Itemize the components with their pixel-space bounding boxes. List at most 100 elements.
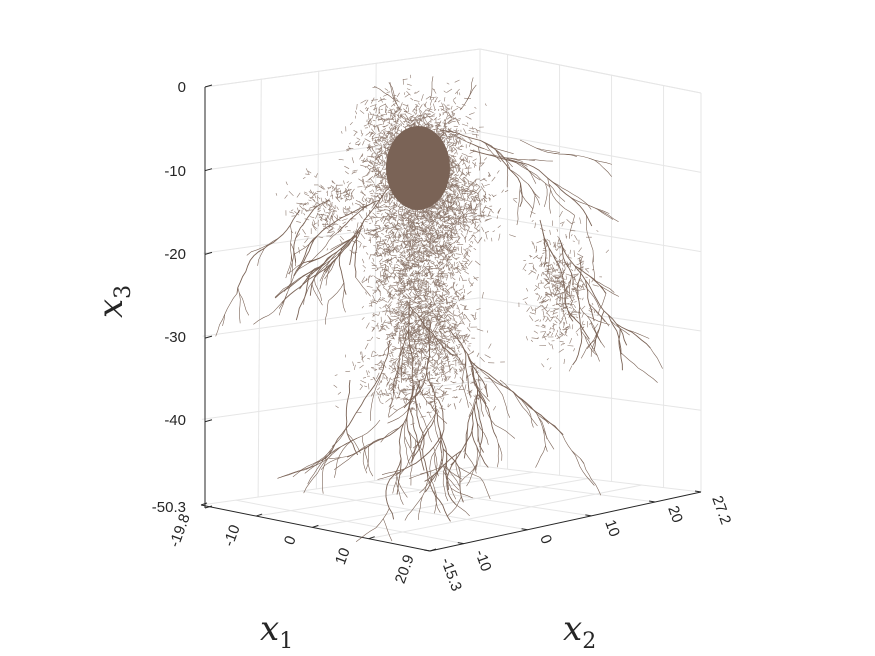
- root-branch: [413, 433, 423, 457]
- x1-axis-label: x1: [260, 609, 293, 654]
- x3-tick-mark: [204, 84, 213, 88]
- root-branch: [236, 209, 301, 294]
- root-branch: [593, 279, 615, 293]
- x1-tick-max: 20.9: [392, 553, 418, 586]
- root-branch: [463, 411, 474, 459]
- root-branch: [535, 445, 546, 468]
- root-branch: [401, 346, 404, 371]
- root-branch: [293, 199, 381, 277]
- root-branch: [347, 423, 404, 458]
- root-branch: [375, 508, 390, 529]
- root-branch: [418, 496, 423, 520]
- root-branch: [355, 527, 376, 543]
- root-branch: [477, 146, 481, 171]
- grid-line: [201, 380, 481, 420]
- root-branch: [319, 267, 330, 290]
- root-branch: [388, 403, 409, 418]
- root-branch: [512, 391, 538, 427]
- root-branch: [559, 239, 628, 346]
- root-branch: [346, 433, 361, 454]
- grid-line: [301, 490, 528, 531]
- root-branch: [399, 454, 413, 476]
- root-branch: [303, 458, 328, 494]
- root-branch: [479, 477, 491, 500]
- root-branch: [539, 219, 574, 322]
- root-branch: [494, 424, 516, 439]
- root-branch: [404, 418, 408, 443]
- root-branch: [552, 181, 592, 210]
- root-branch: [395, 481, 404, 505]
- root-branch: [281, 229, 361, 304]
- x2-tick-20: 20: [664, 504, 686, 525]
- root-branch: [299, 266, 321, 279]
- root-branch: [328, 282, 345, 302]
- grid-line: [235, 499, 464, 545]
- root-branch: [311, 251, 341, 275]
- x2-tick-labels: -15.3 -10 0 10 20 27.2: [437, 494, 734, 594]
- root-branch: [446, 476, 457, 500]
- x1-tick-mark: [429, 548, 437, 552]
- root-branch: [569, 215, 575, 239]
- root-branch: [404, 479, 429, 521]
- root-branch: [338, 247, 347, 295]
- root-branch: [516, 183, 521, 226]
- root-branch: [638, 368, 658, 383]
- root-branch: [461, 384, 469, 408]
- root-branch: [587, 315, 610, 325]
- root-branch: [592, 256, 595, 281]
- root-branch: [499, 379, 585, 464]
- root-branch: [331, 427, 347, 447]
- root-branch: [429, 456, 433, 481]
- root-branch: [487, 154, 535, 161]
- root-core: [386, 126, 450, 210]
- root-branch: [383, 518, 393, 542]
- root-branch: [290, 242, 297, 267]
- root-branch: [571, 450, 595, 486]
- root-branch: [246, 238, 279, 256]
- x1-tick-0: 0: [281, 534, 300, 548]
- x1-tick-mark: [368, 536, 375, 540]
- root-branch: [420, 465, 443, 475]
- root-branch: [450, 348, 465, 369]
- root-branch: [585, 215, 594, 263]
- x2-tick-mark: [423, 549, 431, 552]
- root-branch: [506, 163, 509, 188]
- root-branch: [519, 139, 595, 161]
- root-branches: [215, 76, 663, 543]
- x2-tick-minus10: -10: [471, 548, 494, 574]
- root-branch: [424, 450, 462, 482]
- root-branch: [528, 159, 553, 162]
- root-branch: [388, 82, 398, 105]
- root-branch: [620, 352, 639, 369]
- x1-tick-10: 10: [332, 546, 354, 567]
- grid-line: [374, 63, 377, 481]
- root-branch: [396, 299, 414, 495]
- root-branch: [370, 374, 382, 421]
- root-branch: [480, 140, 511, 169]
- root-branch: [616, 323, 651, 349]
- root-branch: [334, 454, 354, 471]
- root-branch: [324, 339, 391, 460]
- root-branch: [588, 303, 606, 322]
- axes-frame: [200, 84, 702, 552]
- root-branch: [473, 405, 484, 453]
- x3-tick-min: -50.3: [152, 499, 186, 516]
- root-branch: [446, 465, 460, 487]
- root-branch: [404, 442, 411, 466]
- root-branch: [618, 328, 623, 371]
- grid-line: [200, 465, 481, 506]
- root-branch: [459, 84, 477, 111]
- root-branch: [439, 129, 523, 208]
- root-branch: [419, 474, 435, 494]
- root-branch: [536, 147, 560, 153]
- root-branch: [458, 466, 481, 478]
- root-branch: [237, 287, 241, 324]
- x2-tick-max: 27.2: [708, 494, 734, 527]
- root-branch: [496, 437, 503, 461]
- root-branch: [324, 258, 337, 280]
- root-branch: [342, 288, 346, 313]
- x2-axis: [429, 491, 702, 552]
- root-branch: [387, 393, 394, 417]
- x2-axis-label: x2: [563, 609, 596, 654]
- x2-tick-mark: [521, 528, 528, 531]
